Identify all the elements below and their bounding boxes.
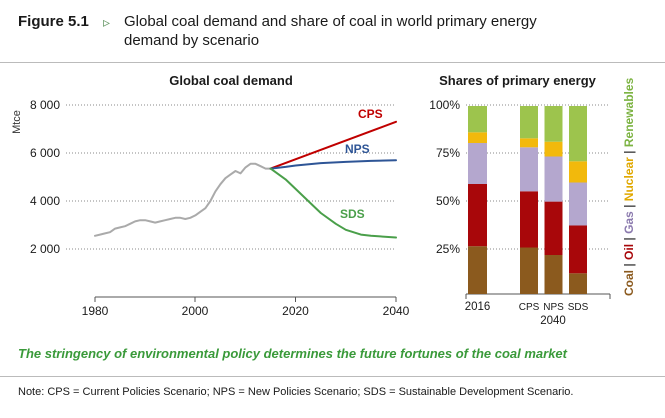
svg-text:50%: 50% xyxy=(436,194,460,208)
svg-text:8 000: 8 000 xyxy=(30,98,60,112)
svg-text:1980: 1980 xyxy=(82,304,109,318)
svg-text:4 000: 4 000 xyxy=(30,194,60,208)
svg-text:2000: 2000 xyxy=(182,304,209,318)
svg-text:NPS: NPS xyxy=(345,142,370,156)
svg-text:2020: 2020 xyxy=(282,304,309,318)
svg-text:NPS: NPS xyxy=(543,302,564,313)
svg-text:75%: 75% xyxy=(436,146,460,160)
svg-text:100%: 100% xyxy=(429,98,460,112)
svg-text:6 000: 6 000 xyxy=(30,146,60,160)
svg-text:SDS: SDS xyxy=(568,302,589,313)
svg-text:CPS: CPS xyxy=(519,302,540,313)
svg-text:2040: 2040 xyxy=(383,304,410,318)
svg-text:Mtce: Mtce xyxy=(11,110,23,134)
svg-text:CPS: CPS xyxy=(358,107,383,121)
svg-text:2040: 2040 xyxy=(540,315,566,327)
svg-text:2 000: 2 000 xyxy=(30,242,60,256)
svg-text:25%: 25% xyxy=(436,242,460,256)
svg-text:2016: 2016 xyxy=(465,301,491,313)
svg-text:SDS: SDS xyxy=(340,207,365,221)
